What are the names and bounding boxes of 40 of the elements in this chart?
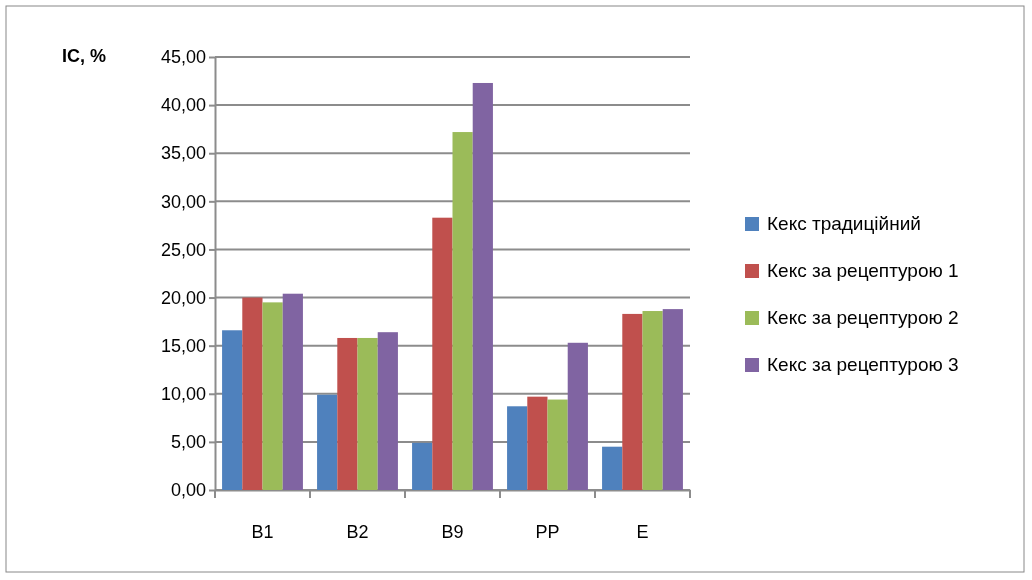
x-tick-label: B9 <box>441 521 464 542</box>
bar <box>507 406 528 490</box>
y-tick-label: 0,00 <box>170 480 206 501</box>
y-tick-label: 45,00 <box>160 47 206 68</box>
y-axis-title: IC, % <box>62 46 107 66</box>
bar <box>622 313 643 490</box>
x-tick-label: E <box>636 521 649 542</box>
bar <box>602 446 623 490</box>
legend-label: Кекс традиційний <box>767 213 921 234</box>
y-tick-label: 25,00 <box>160 239 206 260</box>
x-tick-label: B1 <box>251 521 274 542</box>
bar <box>282 293 303 490</box>
bar <box>377 332 398 490</box>
bar <box>452 132 473 490</box>
y-tick-label: 35,00 <box>160 143 206 164</box>
y-tick-label: 10,00 <box>160 384 206 405</box>
y-tick-label: 30,00 <box>160 191 206 212</box>
bar <box>317 394 338 490</box>
bar <box>547 399 568 490</box>
y-tick-label: 15,00 <box>160 335 206 356</box>
bar <box>472 82 493 490</box>
bar <box>262 302 283 490</box>
x-tick-label: PP <box>535 521 560 542</box>
bar <box>412 442 433 490</box>
legend-label: Кекс за рецептурою 1 <box>767 260 959 281</box>
bar <box>357 337 378 490</box>
x-tick-label: B2 <box>346 521 369 542</box>
bar <box>242 297 263 490</box>
y-tick-label: 20,00 <box>160 287 206 308</box>
bar <box>662 309 683 490</box>
bar <box>567 342 588 490</box>
bar <box>527 396 548 490</box>
bar <box>222 330 243 490</box>
legend-label: Кекс за рецептурою 2 <box>767 307 959 328</box>
bar <box>432 217 453 490</box>
y-tick-label: 40,00 <box>160 95 206 116</box>
bar <box>642 311 663 490</box>
legend-label: Кекс за рецептурою 3 <box>767 354 959 375</box>
bar <box>337 337 358 490</box>
y-tick-label: 5,00 <box>170 432 206 453</box>
